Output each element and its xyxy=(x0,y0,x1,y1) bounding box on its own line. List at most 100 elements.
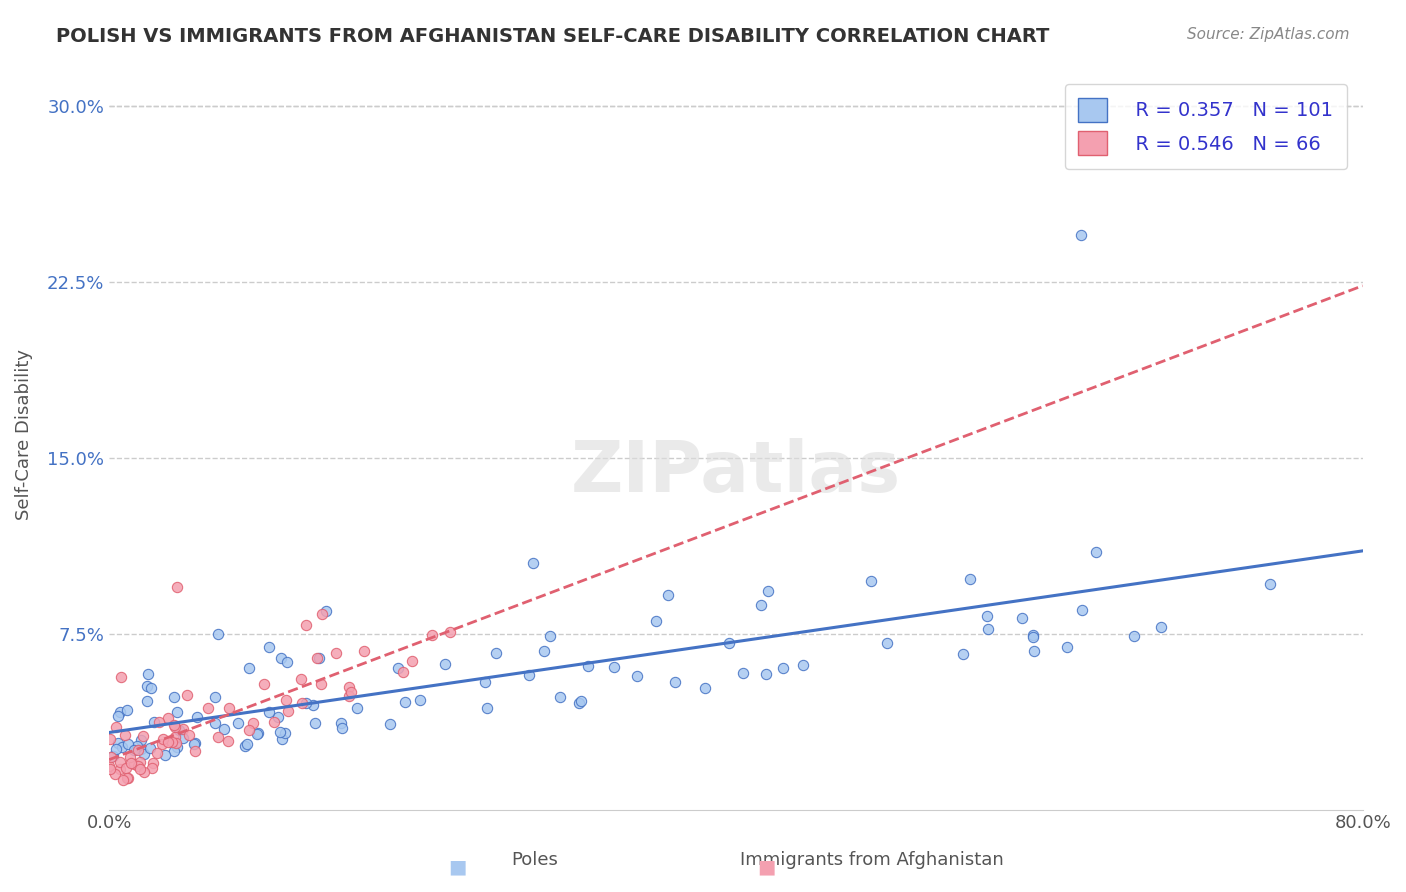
Point xyxy=(142,756,165,770)
Point xyxy=(165,736,187,750)
Point xyxy=(233,739,256,754)
Point xyxy=(976,622,998,636)
Point xyxy=(1258,577,1281,591)
Point xyxy=(204,690,226,704)
Point xyxy=(517,667,540,681)
Point xyxy=(568,696,591,710)
Point xyxy=(117,771,139,785)
Point xyxy=(269,725,291,739)
Point xyxy=(127,743,149,757)
Point xyxy=(166,705,188,719)
Point xyxy=(1070,228,1092,243)
Point xyxy=(274,692,297,706)
Point xyxy=(401,654,423,668)
Point xyxy=(1070,603,1092,617)
Point xyxy=(226,716,249,731)
Point xyxy=(139,741,162,756)
Point xyxy=(143,714,166,729)
Point xyxy=(160,735,183,749)
Point xyxy=(111,772,134,787)
Point xyxy=(110,705,132,719)
Point xyxy=(152,731,174,746)
Point xyxy=(238,660,260,674)
Point xyxy=(238,723,260,738)
Point xyxy=(134,747,156,761)
Point xyxy=(387,661,409,675)
Point xyxy=(976,609,998,624)
Point xyxy=(150,738,173,752)
Point xyxy=(645,614,668,628)
Point xyxy=(104,720,127,734)
Text: POLISH VS IMMIGRANTS FROM AFGHANISTAN SELF-CARE DISABILITY CORRELATION CHART: POLISH VS IMMIGRANTS FROM AFGHANISTAN SE… xyxy=(56,27,1050,45)
Point xyxy=(409,693,432,707)
Point xyxy=(664,674,686,689)
Text: ZIPatlas: ZIPatlas xyxy=(571,438,901,507)
Point xyxy=(179,728,201,742)
Point xyxy=(115,761,138,775)
Point xyxy=(305,650,328,665)
Point xyxy=(136,667,159,681)
Point xyxy=(118,749,141,764)
Point xyxy=(122,756,145,771)
Point xyxy=(1011,611,1033,625)
Point xyxy=(242,715,264,730)
Point xyxy=(127,739,149,753)
Point xyxy=(876,636,898,650)
Point xyxy=(163,744,186,758)
Point xyxy=(290,672,312,686)
Point xyxy=(626,669,648,683)
Point xyxy=(439,624,461,639)
Point xyxy=(339,689,361,703)
Point xyxy=(155,747,177,762)
Point xyxy=(104,742,127,756)
Point xyxy=(197,700,219,714)
Point xyxy=(163,690,186,704)
Point xyxy=(184,744,207,758)
Point xyxy=(166,740,188,755)
Point xyxy=(117,738,139,752)
Point xyxy=(218,700,240,714)
Point xyxy=(329,715,352,730)
Point xyxy=(172,722,194,736)
Point xyxy=(294,618,316,632)
Point xyxy=(172,731,194,745)
Point xyxy=(315,604,337,618)
Point xyxy=(578,659,600,673)
Point xyxy=(141,761,163,775)
Point xyxy=(108,763,131,777)
Point xyxy=(718,636,741,650)
Point xyxy=(207,730,229,744)
Point xyxy=(657,588,679,602)
Point xyxy=(98,732,121,747)
Point xyxy=(148,715,170,730)
Point xyxy=(749,598,772,612)
Point xyxy=(212,723,235,737)
Text: Poles: Poles xyxy=(510,851,558,869)
Point xyxy=(295,696,318,710)
Point xyxy=(98,763,121,777)
Point xyxy=(325,646,347,660)
Point xyxy=(755,667,778,681)
Point xyxy=(772,661,794,675)
Point xyxy=(1022,628,1045,642)
Point xyxy=(139,681,162,696)
Point xyxy=(186,709,208,723)
Point xyxy=(184,736,207,750)
Point xyxy=(156,711,179,725)
Point xyxy=(1056,640,1078,654)
Point xyxy=(129,741,152,756)
Point xyxy=(434,657,457,672)
Point xyxy=(98,759,121,773)
Point xyxy=(110,670,132,684)
Point xyxy=(107,709,129,723)
Point xyxy=(104,767,127,781)
Point xyxy=(176,688,198,702)
Point xyxy=(1024,644,1046,658)
Point xyxy=(1149,620,1171,634)
Point xyxy=(129,755,152,769)
Point xyxy=(484,646,506,660)
Point xyxy=(207,627,229,641)
Point xyxy=(108,756,131,770)
Point xyxy=(204,715,226,730)
Point xyxy=(277,704,299,718)
